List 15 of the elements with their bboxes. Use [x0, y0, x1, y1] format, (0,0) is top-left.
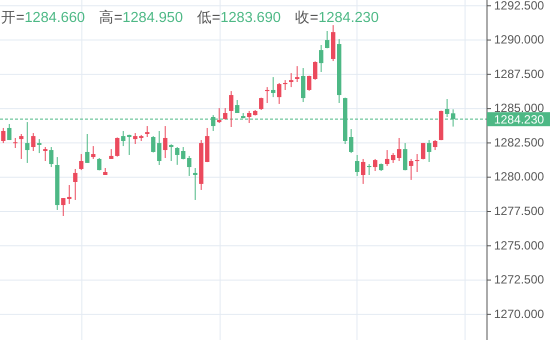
y-tick-label: 1282.500 — [494, 135, 544, 150]
y-tick-label: 1275.000 — [494, 238, 544, 252]
y-tick-label: 1285.000 — [494, 101, 544, 116]
y-tick-label: 1280.000 — [494, 170, 544, 184]
ref-line-label: 1284.230 — [494, 112, 544, 127]
y-tick-label: 1272.500 — [494, 272, 544, 287]
annotation: 开=1284.660 — [1, 10, 85, 26]
y-tick-label: 1277.500 — [494, 204, 544, 218]
y-tick-label: 1290.000 — [494, 32, 544, 47]
annotation: 低=1283.690 — [196, 10, 281, 26]
y-tick-label: 1270.000 — [494, 306, 544, 321]
y-tick-label: 1292.500 — [494, 0, 544, 12]
annotation: 高=1284.950 — [98, 9, 183, 26]
y-tick-label: 1287.500 — [494, 66, 544, 81]
annotation: 收=1284.230 — [294, 10, 379, 26]
